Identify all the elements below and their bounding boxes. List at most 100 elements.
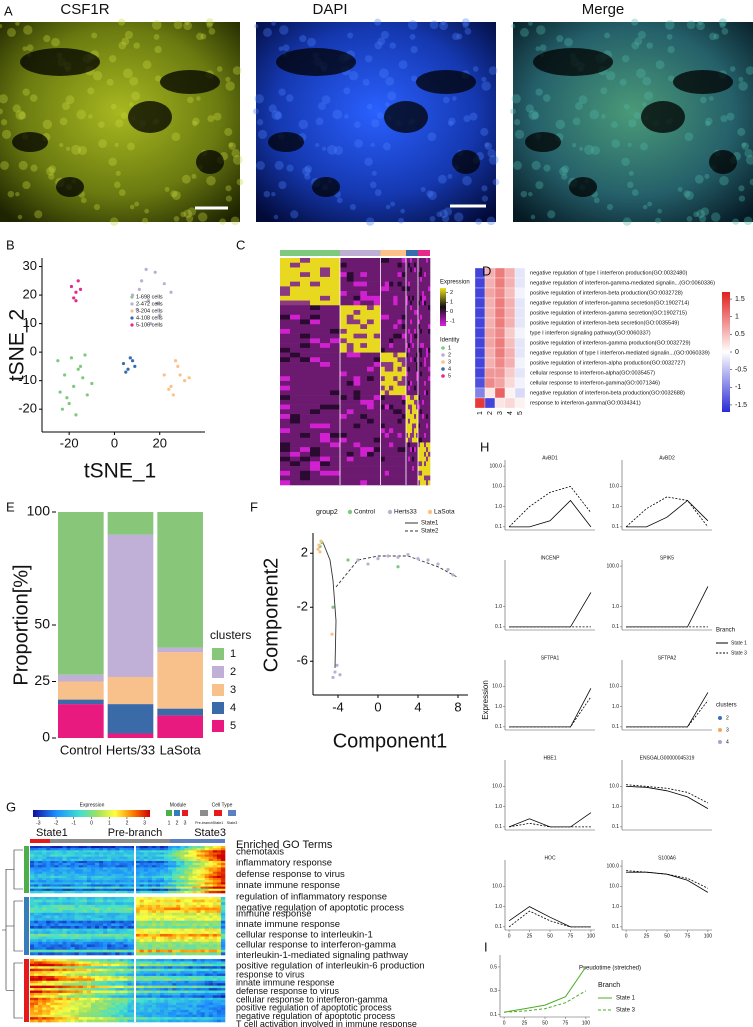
heatmap-cell <box>147 949 153 953</box>
heatmap-cell <box>384 475 390 481</box>
heatmap-cell <box>58 897 63 900</box>
heatmap-cell <box>160 971 165 974</box>
heatmap-cell <box>204 848 210 851</box>
heatmap-cell <box>50 904 55 908</box>
heatmap-cell <box>320 300 331 306</box>
point <box>396 555 400 559</box>
heatmap-cell <box>200 941 205 945</box>
cell-texture <box>720 115 728 123</box>
cell-texture <box>480 127 489 136</box>
heatmap-cell <box>78 915 84 919</box>
identity-bar <box>340 250 381 256</box>
heatmap-cell <box>147 907 153 911</box>
heatmap-cell <box>164 983 169 986</box>
heatmap-cell <box>424 442 427 448</box>
point <box>162 373 166 377</box>
heatmap-cell <box>310 414 321 420</box>
heatmap-cell <box>310 295 321 301</box>
heatmap-cell <box>119 949 124 953</box>
heatmap-cell <box>135 947 140 951</box>
heatmap-cell <box>135 858 140 862</box>
heatmap-cell <box>115 852 120 855</box>
heatmap-cell <box>127 860 132 864</box>
heatmap-cell <box>99 912 104 916</box>
heatmap-cell <box>426 319 429 325</box>
heatmap-cell <box>160 983 165 986</box>
heatmap-cell <box>188 920 193 924</box>
heatmap-cell <box>168 888 173 892</box>
heatmap-cell <box>115 985 120 989</box>
cell-texture <box>285 94 294 102</box>
cell-texture <box>134 201 140 207</box>
heatmap-cell <box>46 978 51 982</box>
heatmap-cell <box>397 305 403 311</box>
heatmap-cell <box>393 291 398 297</box>
heatmap-cell <box>86 882 92 885</box>
point <box>63 373 67 377</box>
heatmap-cell <box>90 852 96 855</box>
heatmap-cell <box>290 414 301 420</box>
heatmap-cell <box>127 850 132 853</box>
legend-marker <box>347 509 353 515</box>
heatmap-cell <box>184 926 189 929</box>
heatmap-cell <box>172 869 177 872</box>
heatmap-cell <box>38 980 43 984</box>
heatmap-cell <box>410 399 413 405</box>
heatmap-cell <box>384 310 390 316</box>
heatmap-cell <box>74 941 80 945</box>
cell-texture <box>447 173 453 179</box>
heatmap-cell <box>90 947 96 951</box>
heatmap-cell <box>424 258 427 264</box>
cell-texture <box>256 161 265 170</box>
heatmap-cell <box>50 936 55 940</box>
heatmap-cell <box>208 875 214 879</box>
heatmap-cell <box>180 907 185 911</box>
heatmap-cell <box>176 988 181 991</box>
heatmap-cell <box>131 980 136 984</box>
heatmap-cell <box>204 926 210 929</box>
heatmap-cell <box>380 432 386 439</box>
heatmap-cell <box>139 985 145 989</box>
heatmap-cell <box>504 377 516 389</box>
heatmap-cell <box>143 933 149 937</box>
heatmap-cell <box>103 856 108 860</box>
heatmap-cell <box>208 952 214 956</box>
heatmap-cell <box>212 988 218 991</box>
heatmap-cell <box>139 978 145 982</box>
heatmap-cell <box>406 447 409 453</box>
heatmap-cell <box>38 871 43 875</box>
heatmap-cell <box>139 904 145 908</box>
heatmap-cell <box>139 869 145 872</box>
heatmap-cell <box>212 985 218 989</box>
heatmap-cell <box>393 258 398 264</box>
heatmap-cell <box>34 966 39 969</box>
heatmap-cell <box>46 966 51 969</box>
heatmap-cell <box>484 287 496 299</box>
heatmap-cell <box>406 466 409 472</box>
heatmap-cell <box>151 860 157 864</box>
heatmap-cell <box>212 886 218 890</box>
heatmap-cell <box>131 928 136 932</box>
heatmap-cell <box>123 975 128 979</box>
heatmap-cell <box>58 944 63 948</box>
heatmap-cell <box>54 858 59 862</box>
heatmap-cell <box>54 875 59 879</box>
cell-texture <box>304 165 312 173</box>
cell-texture <box>232 155 243 165</box>
heatmap-cell <box>42 990 47 994</box>
heatmap-cell <box>70 846 75 849</box>
heatmap-cell <box>401 281 407 287</box>
heatmap-cell <box>420 352 423 358</box>
heatmap-cell <box>160 846 165 849</box>
legend-swatch <box>174 810 180 816</box>
heatmap-cell <box>208 949 214 953</box>
heatmap-cell <box>62 928 67 932</box>
heatmap-cell <box>50 985 55 989</box>
heatmap-cell <box>78 971 84 974</box>
heatmap-cell <box>103 863 108 866</box>
heatmap-cell <box>418 385 421 391</box>
heatmap-cell <box>180 961 185 965</box>
heatmap-cell <box>353 404 361 410</box>
heatmap-cell <box>353 418 361 424</box>
heatmap-cell <box>393 423 398 429</box>
